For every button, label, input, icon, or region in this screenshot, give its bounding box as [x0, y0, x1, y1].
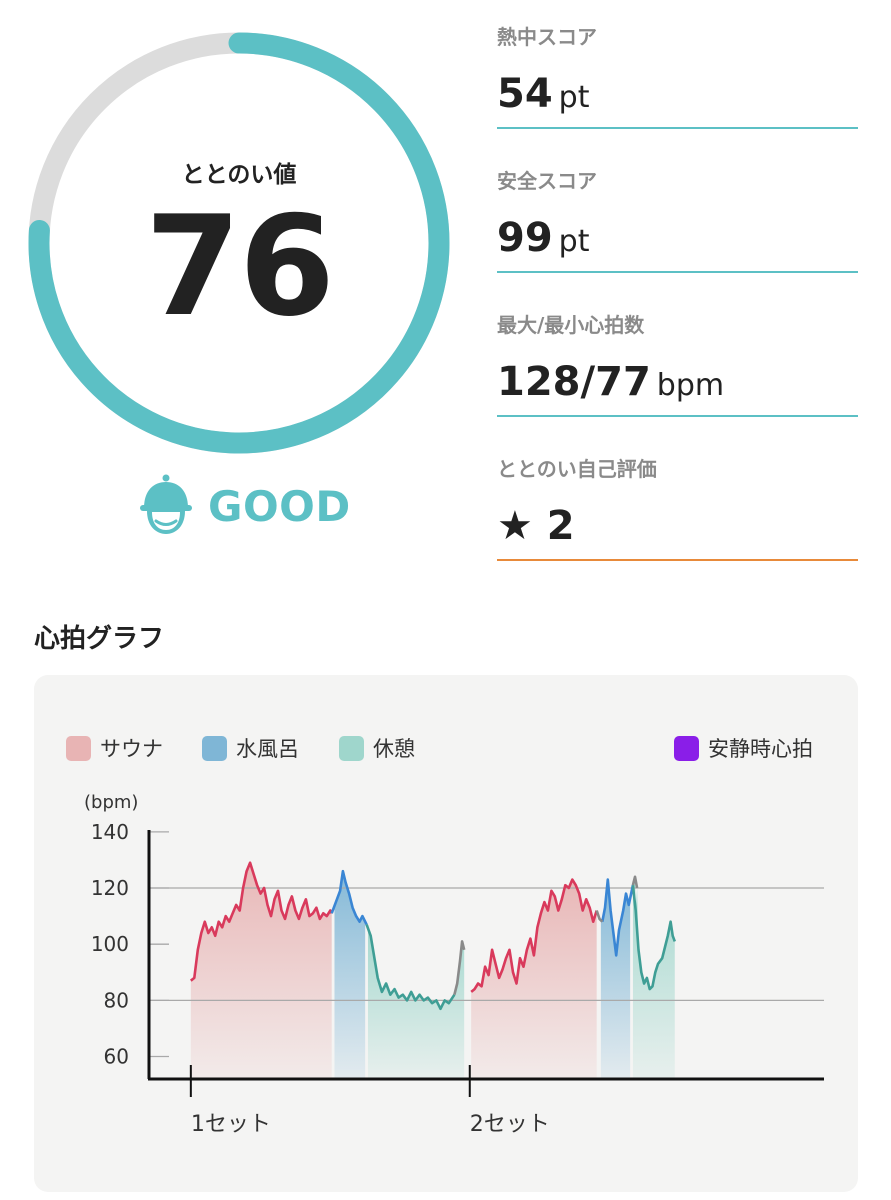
heart-rate-graph-title: 心拍グラフ [34, 624, 165, 654]
legend-swatch [202, 735, 227, 761]
heart-rate-range-value: 128/77 bpm [497, 359, 725, 405]
legend-label: サウナ [100, 737, 163, 761]
phase-area-水風呂 [600, 879, 631, 1078]
totonoi-gauge: ととのい値 76 [26, 30, 452, 456]
sauna-hat-face-icon [140, 474, 192, 534]
heat-score-label: 熱中スコア [497, 25, 597, 49]
heart-rate-chart-card: 60 80 100 120 140 (bpm) 1セット 2セット サウナ 水風呂 休憩 安静… [34, 675, 858, 1192]
heat-score-value: 54 pt [497, 71, 590, 117]
y-tick-label: 100 [91, 932, 129, 956]
phase-area-サウナ [190, 862, 332, 1078]
y-axis-label: (bpm) [84, 792, 138, 813]
legend-cold-bath: 水風呂 [202, 733, 299, 763]
self-rating-label: ととのい自己評価 [497, 457, 657, 481]
set-label: 2セット [470, 1112, 550, 1137]
legend-rest: 休憩 [339, 733, 415, 763]
phase-area-水風呂 [334, 871, 366, 1078]
safety-score-label: 安全スコア [497, 169, 597, 193]
divider [497, 415, 858, 417]
legend-resting-heart-rate: 安静時心拍 [674, 733, 813, 763]
y-tick-label: 140 [91, 820, 129, 844]
gauge-ring [28, 32, 450, 454]
divider [497, 127, 858, 129]
legend-label: 安静時心拍 [708, 737, 813, 761]
legend-sauna: サウナ [66, 733, 163, 763]
phase-area-サウナ [471, 879, 597, 1078]
series-line-休憩 [365, 885, 677, 1011]
y-tick-label: 80 [104, 988, 129, 1012]
series-line-水風呂 [330, 869, 635, 957]
legend-swatch [66, 735, 91, 761]
set-label: 1セット [191, 1112, 271, 1137]
legend-swatch [674, 735, 699, 761]
safety-score-value: 99 pt [497, 215, 590, 261]
legend-label: 休憩 [373, 737, 415, 761]
self-rating-value: ★ 2 [497, 503, 575, 549]
divider [497, 559, 858, 561]
gauge-fill [28, 32, 450, 454]
y-tick-label: 120 [91, 876, 129, 900]
legend-swatch [339, 735, 364, 761]
legend-label: 水風呂 [236, 737, 299, 761]
phase-area-休憩 [632, 876, 675, 1078]
status-row: GOOD [138, 474, 351, 538]
series-line-サウナ [189, 861, 598, 993]
series-line-gap [453, 875, 639, 996]
gauge-label: ととのい値 [181, 162, 297, 188]
heart-rate-range-label: 最大/最小心拍数 [497, 313, 645, 337]
divider [497, 271, 858, 273]
heart-rate-chart: 60 80 100 120 140 (bpm) 1セット 2セット [84, 792, 824, 1137]
gauge-value: 76 [144, 186, 335, 347]
y-tick-label: 60 [104, 1045, 129, 1069]
status-word: GOOD [208, 481, 351, 531]
